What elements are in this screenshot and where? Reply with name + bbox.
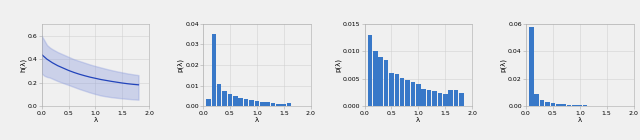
Bar: [400, 78, 404, 106]
Bar: [255, 101, 259, 106]
Y-axis label: h(λ): h(λ): [20, 58, 26, 72]
Bar: [572, 105, 577, 106]
Y-axis label: p(λ): p(λ): [335, 58, 342, 72]
Bar: [454, 90, 458, 106]
Bar: [443, 94, 447, 106]
Bar: [438, 93, 442, 106]
X-axis label: λ: λ: [416, 117, 420, 123]
Bar: [540, 100, 545, 106]
X-axis label: λ: λ: [578, 117, 582, 123]
Bar: [556, 104, 561, 106]
X-axis label: λ: λ: [255, 117, 259, 123]
Bar: [233, 96, 237, 106]
Bar: [276, 104, 281, 106]
Bar: [449, 90, 453, 106]
Bar: [577, 105, 582, 106]
Bar: [416, 84, 420, 106]
Bar: [373, 51, 378, 106]
Bar: [367, 35, 372, 106]
Bar: [389, 73, 394, 106]
Bar: [282, 104, 286, 106]
Bar: [228, 94, 232, 106]
Bar: [583, 105, 588, 106]
Bar: [567, 105, 572, 106]
Bar: [260, 102, 264, 106]
Bar: [206, 99, 211, 106]
Bar: [244, 99, 248, 106]
X-axis label: λ: λ: [93, 117, 97, 123]
Bar: [534, 94, 539, 106]
Bar: [378, 57, 383, 106]
Bar: [394, 74, 399, 106]
Bar: [529, 27, 534, 106]
Bar: [271, 103, 275, 106]
Bar: [222, 91, 227, 106]
Bar: [432, 91, 436, 106]
Bar: [459, 93, 463, 106]
Bar: [212, 34, 216, 106]
Bar: [384, 60, 388, 106]
Bar: [266, 102, 270, 106]
Bar: [545, 102, 550, 106]
Bar: [217, 84, 221, 106]
Bar: [550, 103, 555, 106]
Bar: [239, 98, 243, 106]
Bar: [249, 100, 254, 106]
Bar: [561, 104, 566, 106]
Bar: [287, 103, 291, 106]
Y-axis label: p(λ): p(λ): [177, 58, 184, 72]
Bar: [427, 90, 431, 106]
Bar: [405, 80, 410, 106]
Bar: [411, 82, 415, 106]
Y-axis label: p(λ): p(λ): [500, 58, 507, 72]
Bar: [421, 89, 426, 106]
